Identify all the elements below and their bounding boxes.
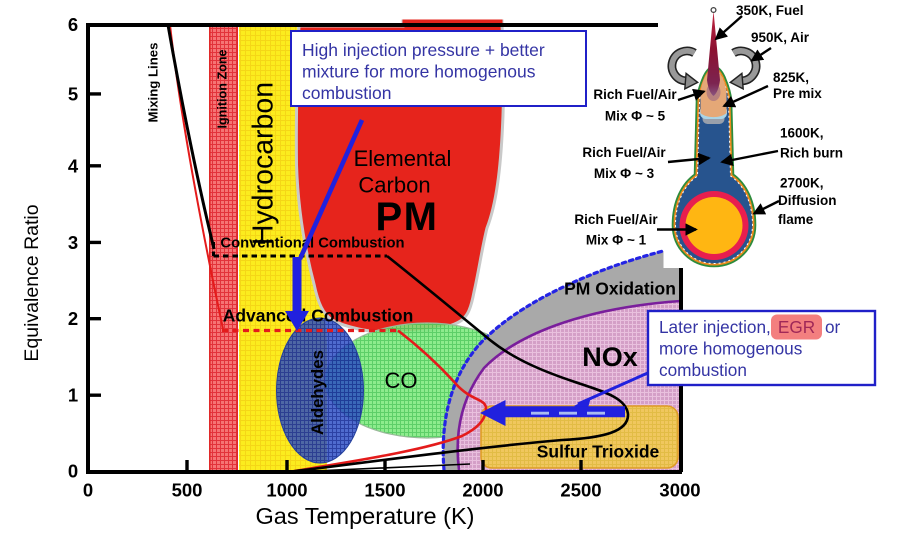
svg-text:Ignition Zone: Ignition Zone — [216, 49, 230, 128]
svg-text:Elemental: Elemental — [354, 146, 452, 171]
svg-text:Gas Temperature (K): Gas Temperature (K) — [256, 503, 475, 529]
svg-text:500: 500 — [172, 480, 203, 501]
svg-text:Conventional Combustion: Conventional Combustion — [220, 236, 404, 252]
svg-text:Mix Φ ~ 5: Mix Φ ~ 5 — [605, 109, 666, 124]
svg-text:Equivalence Ratio: Equivalence Ratio — [21, 204, 43, 361]
svg-text:2: 2 — [68, 308, 78, 329]
svg-text:1600K,: 1600K, — [780, 126, 824, 141]
svg-text:3000: 3000 — [659, 480, 700, 501]
svg-text:0: 0 — [83, 480, 93, 501]
svg-text:Mix Φ ~ 1: Mix Φ ~ 1 — [586, 233, 647, 248]
svg-text:Aldehydes: Aldehydes — [308, 350, 327, 435]
svg-text:CO: CO — [385, 368, 418, 393]
svg-text:Mix Φ ~ 3: Mix Φ ~ 3 — [594, 166, 655, 181]
svg-text:NOx: NOx — [582, 342, 638, 372]
svg-text:more homogenous: more homogenous — [659, 339, 802, 359]
svg-text:Mixing Lines: Mixing Lines — [146, 43, 161, 123]
svg-text:combustion: combustion — [302, 83, 392, 103]
svg-text:or: or — [825, 317, 841, 337]
svg-text:PM: PM — [376, 195, 439, 239]
svg-text:Rich Fuel/Air: Rich Fuel/Air — [593, 87, 677, 102]
svg-text:1000: 1000 — [266, 480, 307, 501]
svg-text:Pre mix: Pre mix — [773, 86, 822, 101]
svg-text:Carbon: Carbon — [358, 173, 430, 198]
svg-text:combustion: combustion — [659, 360, 747, 380]
svg-text:Sulfur Trioxide: Sulfur Trioxide — [537, 442, 660, 462]
svg-text:2500: 2500 — [560, 480, 601, 501]
svg-text:950K, Air: 950K, Air — [751, 30, 810, 45]
svg-text:3: 3 — [68, 232, 78, 253]
svg-text:PM Oxidation: PM Oxidation — [564, 279, 676, 299]
svg-text:Rich burn: Rich burn — [780, 146, 843, 161]
svg-text:EGR: EGR — [778, 317, 815, 337]
svg-text:mixture for more homogenous: mixture for more homogenous — [302, 62, 536, 82]
svg-text:1: 1 — [68, 385, 78, 406]
svg-text:2700K,: 2700K, — [780, 176, 824, 191]
svg-text:350K, Fuel: 350K, Fuel — [736, 3, 804, 18]
svg-text:5: 5 — [68, 84, 78, 105]
svg-text:flame: flame — [778, 212, 814, 227]
svg-text:Rich Fuel/Air: Rich Fuel/Air — [574, 212, 658, 227]
svg-text:825K,: 825K, — [773, 70, 809, 85]
svg-text:Later injection,: Later injection, — [659, 317, 771, 337]
svg-text:Advanced Combustion: Advanced Combustion — [223, 306, 414, 326]
svg-text:6: 6 — [68, 14, 78, 35]
svg-text:Rich Fuel/Air: Rich Fuel/Air — [582, 145, 666, 160]
svg-text:4: 4 — [68, 155, 79, 176]
svg-text:High injection pressure + bett: High injection pressure + better — [302, 40, 545, 60]
svg-text:0: 0 — [68, 461, 78, 482]
svg-text:1500: 1500 — [364, 480, 405, 501]
svg-text:2000: 2000 — [462, 480, 503, 501]
svg-text:Hydrocarbon: Hydrocarbon — [248, 82, 280, 245]
svg-text:Diffusion: Diffusion — [778, 193, 837, 208]
